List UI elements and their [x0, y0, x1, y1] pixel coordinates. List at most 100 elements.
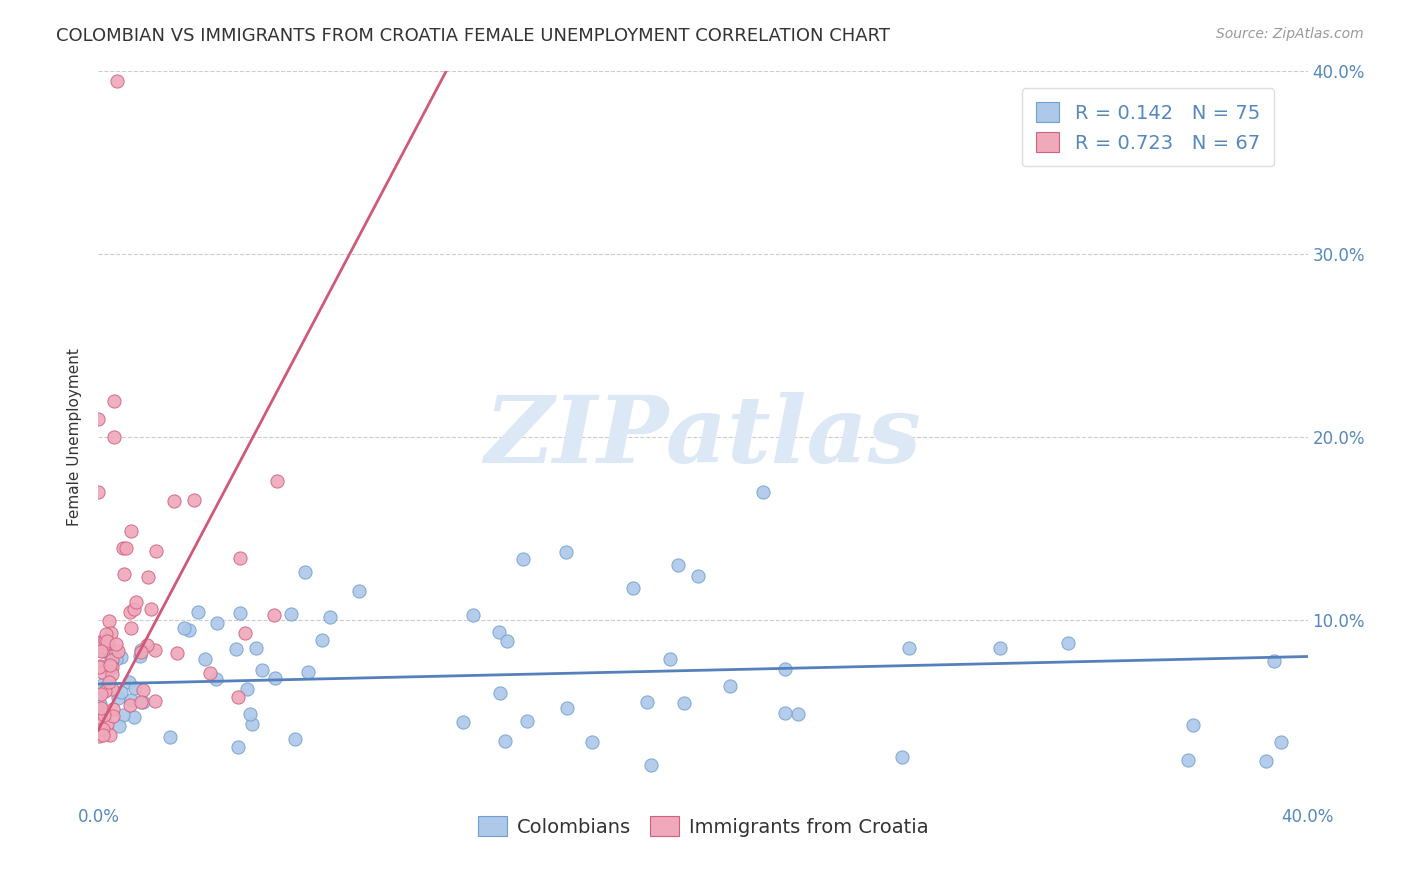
Point: [87, 412, 110, 426]
Point: [488, 625, 510, 640]
Point: [1263, 654, 1285, 668]
Point: [294, 565, 316, 579]
Point: [555, 701, 578, 715]
Point: [775, 662, 797, 676]
Point: [136, 570, 159, 584]
Point: [91, 723, 114, 737]
Point: [97, 615, 120, 629]
Point: [118, 674, 141, 689]
Point: [122, 601, 145, 615]
Point: [1177, 753, 1199, 767]
Point: [752, 485, 775, 500]
Point: [100, 660, 122, 674]
Point: [640, 758, 662, 772]
Point: [129, 695, 152, 709]
Point: [93, 643, 115, 657]
Point: [194, 652, 217, 666]
Point: [451, 715, 474, 730]
Text: COLOMBIAN VS IMMIGRANTS FROM CROATIA FEMALE UNEMPLOYMENT CORRELATION CHART: COLOMBIAN VS IMMIGRANTS FROM CROATIA FEM…: [56, 27, 890, 45]
Point: [115, 541, 138, 555]
Point: [581, 734, 603, 748]
Point: [120, 698, 142, 712]
Point: [98, 727, 121, 741]
Point: [229, 606, 252, 620]
Point: [118, 605, 141, 619]
Point: [897, 641, 920, 656]
Point: [145, 544, 167, 558]
Point: [128, 649, 150, 664]
Point: [240, 716, 263, 731]
Point: [110, 684, 132, 698]
Point: [124, 681, 146, 695]
Point: [91, 640, 114, 655]
Point: [239, 706, 262, 721]
Point: [129, 642, 152, 657]
Point: [229, 551, 252, 566]
Text: ZIPatlas: ZIPatlas: [485, 392, 921, 482]
Point: [187, 605, 209, 619]
Point: [266, 474, 288, 488]
Point: [264, 671, 287, 685]
Point: [105, 73, 128, 87]
Point: [89, 659, 111, 673]
Point: [225, 642, 247, 657]
Point: [94, 684, 117, 698]
Point: [773, 706, 796, 721]
Point: [659, 652, 682, 666]
Point: [673, 696, 696, 710]
Point: [516, 714, 538, 729]
Point: [139, 602, 162, 616]
Point: [718, 679, 741, 693]
Point: [1182, 718, 1205, 732]
Point: [177, 623, 200, 637]
Point: [263, 607, 285, 622]
Point: [90, 701, 112, 715]
Legend: Colombians, Immigrants from Croatia: Colombians, Immigrants from Croatia: [470, 808, 936, 845]
Point: [89, 660, 111, 674]
Text: Source: ZipAtlas.com: Source: ZipAtlas.com: [1216, 27, 1364, 41]
Point: [120, 693, 142, 707]
Point: [489, 686, 512, 700]
Point: [93, 707, 115, 722]
Point: [96, 626, 118, 640]
Point: [111, 707, 134, 722]
Point: [463, 608, 485, 623]
Point: [101, 666, 124, 681]
Point: [988, 641, 1011, 656]
Point: [98, 658, 121, 673]
Point: [87, 729, 110, 743]
Point: [226, 690, 249, 705]
Point: [105, 636, 128, 650]
Point: [90, 681, 112, 696]
Point: [143, 694, 166, 708]
Point: [120, 524, 142, 539]
Point: [136, 638, 159, 652]
Point: [621, 581, 644, 595]
Point: [103, 430, 125, 444]
Point: [100, 652, 122, 666]
Point: [205, 615, 228, 630]
Point: [93, 632, 115, 647]
Point: [122, 710, 145, 724]
Point: [100, 626, 122, 640]
Point: [686, 568, 709, 582]
Point: [226, 739, 249, 754]
Point: [94, 636, 117, 650]
Point: [280, 607, 302, 622]
Point: [311, 632, 333, 647]
Point: [87, 485, 110, 500]
Point: [636, 695, 658, 709]
Point: [245, 640, 267, 655]
Point: [890, 750, 912, 764]
Point: [125, 595, 148, 609]
Point: [159, 730, 181, 744]
Point: [96, 634, 118, 648]
Point: [297, 665, 319, 679]
Point: [90, 641, 112, 656]
Point: [104, 651, 127, 665]
Point: [250, 663, 273, 677]
Point: [173, 621, 195, 635]
Point: [132, 683, 155, 698]
Point: [89, 698, 111, 712]
Point: [107, 691, 129, 706]
